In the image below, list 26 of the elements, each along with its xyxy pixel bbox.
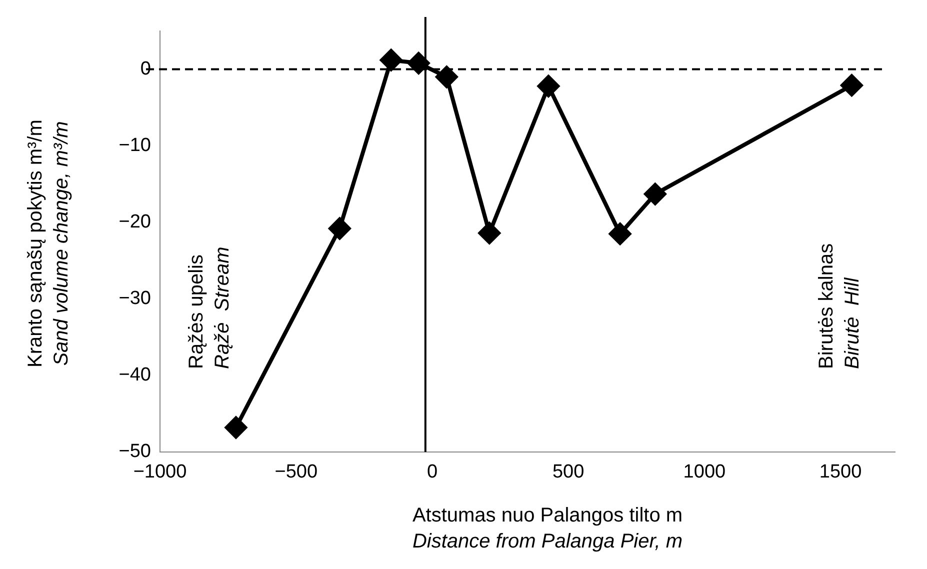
y-tick-label: −20 (118, 212, 151, 233)
x-tick-label: −500 (274, 462, 318, 483)
y-tick-label: 0 (140, 58, 151, 80)
point (408, 52, 430, 74)
point (644, 183, 666, 206)
x-tick-label: 1000 (683, 462, 726, 483)
y-tick-label: −40 (118, 364, 151, 386)
point (609, 222, 632, 245)
y-tick-label: −50 (118, 441, 151, 462)
y-axis-title: Kranto sąnašų pokytis m³/m Sand volume change, m³/m (24, 120, 73, 368)
point (224, 416, 247, 439)
point (380, 49, 402, 72)
x-tick-label: 500 (552, 462, 584, 483)
y-tick-label: −30 (118, 288, 151, 310)
x-tick-label: 1500 (819, 462, 862, 483)
x-tick-label: 0 (426, 462, 438, 483)
annotation: Birutės kalnas Birutė Hill (816, 243, 864, 369)
point (840, 74, 863, 96)
y-tick-label: −10 (118, 135, 151, 156)
point (436, 66, 458, 88)
x-axis-title: Atstumas nuo Palangos tilto m Distance from Palanga Pier, m (412, 504, 683, 553)
point (537, 75, 560, 98)
annotation: Rąžės upelis Rąžė Stream (186, 246, 234, 369)
x-tick-label: −1000 (133, 462, 187, 483)
point (478, 222, 500, 244)
point (328, 217, 351, 240)
